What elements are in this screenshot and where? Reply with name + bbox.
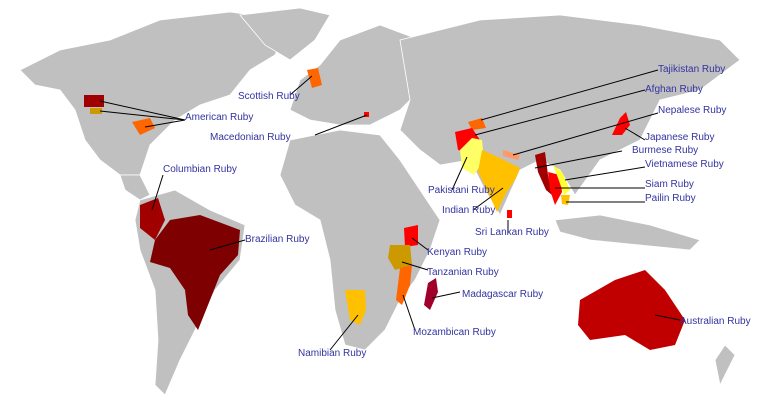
label-macedonian: Macedonian Ruby [210,132,291,143]
central-america [119,174,151,201]
indonesia [554,214,701,251]
region-burma [535,152,552,195]
leader-lines [99,69,681,351]
greenland [239,7,331,61]
label-brazilian: Brazilian Ruby [245,234,310,245]
label-burmese: Burmese Ruby [632,145,699,156]
north-america [19,11,291,176]
label-columbian: Columbian Ruby [163,164,237,175]
label-tajikistan: Tajikistan Ruby [658,64,726,75]
region-american-north [84,95,104,107]
region-brazil [150,215,240,330]
region-colombia [140,198,165,240]
label-indian: Indian Ruby [442,205,496,216]
region-kenya [404,225,418,247]
region-scotland [307,68,322,88]
label-vietnamese: Vietnamese Ruby [645,159,724,170]
label-namibian: Namibian Ruby [298,348,367,359]
label-australian: Australian Ruby [680,316,751,327]
region-american-mid [90,108,102,114]
new-zealand [714,344,736,387]
region-australia [578,270,685,350]
label-scottish: Scottish Ruby [238,91,300,102]
label-afghan: Afghan Ruby [645,84,703,95]
ruby-regions [84,68,685,350]
region-pakistan [460,138,484,175]
label-nepalese: Nepalese Ruby [658,105,727,116]
label-siam: Siam Ruby [645,179,694,190]
label-kenyan: Kenyan Ruby [427,247,488,258]
label-sri-lankan: Sri Lankan Ruby [475,227,549,238]
label-pakistani: Pakistani Ruby [428,185,495,196]
region-sri-lanka [507,210,512,218]
region-tajikistan [468,118,486,130]
label-pailin: Pailin Ruby [645,193,696,204]
label-japanese: Japanese Ruby [645,132,715,143]
region-nepal [503,150,520,160]
region-madagascar [424,278,438,310]
region-namibia [345,290,366,325]
label-mozambican: Mozambican Ruby [413,327,496,338]
region-mozambique [396,265,412,305]
label-tanzanian: Tanzanian Ruby [427,267,499,278]
label-madagascar: Madagascar Ruby [462,289,544,300]
region-india [478,150,520,212]
region-american-east [132,118,155,135]
label-american: American Ruby [185,112,254,123]
region-cambodia [561,195,570,205]
